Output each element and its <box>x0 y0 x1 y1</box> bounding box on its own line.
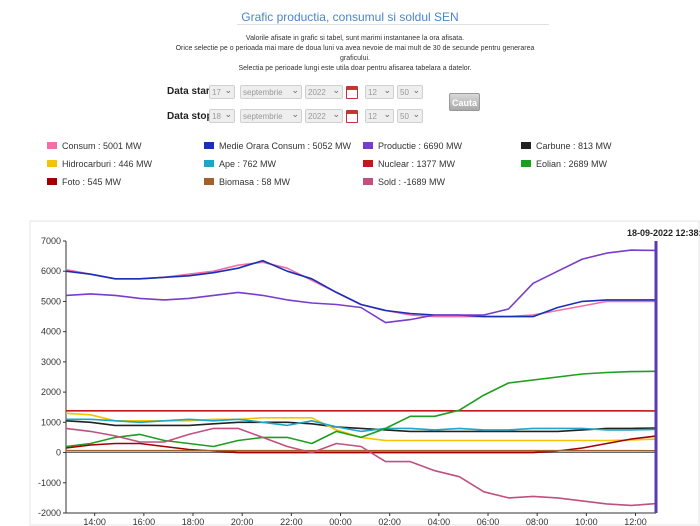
legend-label: Biomasa : 58 MW <box>219 177 291 187</box>
x-tick-label: 08:00 <box>526 517 549 526</box>
series-line-productie <box>65 249 657 324</box>
legend-swatch <box>47 142 57 149</box>
legend-item-foto[interactable]: Foto : 545 MW <box>47 177 121 187</box>
legend-item-sold[interactable]: Sold : -1689 MW <box>363 177 445 187</box>
title-divider <box>237 24 549 25</box>
stop-date-label: Data stop <box>167 111 213 122</box>
legend-label: Sold : -1689 MW <box>378 177 446 187</box>
search-button[interactable]: Cauta <box>449 93 480 111</box>
y-tick-label: -1000 <box>38 478 61 488</box>
series-line-medie-orara-consum <box>65 259 656 318</box>
y-tick-label: 1000 <box>41 417 61 427</box>
stop-hour-select[interactable]: 12 <box>365 107 394 123</box>
y-tick-label: 6000 <box>41 266 61 276</box>
series-line-eolian <box>65 370 657 448</box>
intro-line: Selectia pe perioade lungi este utila do… <box>238 65 472 72</box>
x-tick-label: 14:00 <box>83 517 106 526</box>
x-tick-label: 06:00 <box>477 517 500 526</box>
legend-swatch <box>521 142 531 149</box>
x-tick-label: 22:00 <box>280 517 303 526</box>
legend-swatch <box>363 160 373 167</box>
legend-item-consum[interactable]: Consum : 5001 MW <box>47 141 142 151</box>
y-tick-label: 7000 <box>41 236 61 246</box>
legend-label: Medie Orara Consum : 5052 MW <box>219 141 352 151</box>
y-tick-label: 3000 <box>41 357 61 367</box>
stop-minute-select[interactable]: 50 <box>397 107 423 123</box>
start-calendar-icon[interactable] <box>346 86 358 99</box>
legend-item-ape[interactable]: Ape : 762 MW <box>204 159 276 169</box>
start-hour-select[interactable]: 12 <box>365 83 394 99</box>
legend-label: Foto : 545 MW <box>62 177 122 187</box>
legend-label: Carbune : 813 MW <box>536 141 612 151</box>
y-tick-label: 2000 <box>41 387 61 397</box>
legend-swatch <box>363 142 373 149</box>
stop-calendar-icon[interactable] <box>346 110 358 123</box>
series-line-hidrocarburi <box>65 412 657 442</box>
legend-item-eolian[interactable]: Eolian : 2689 MW <box>521 159 607 169</box>
x-tick-label: 20:00 <box>231 517 254 526</box>
series-line-carbune <box>65 420 657 433</box>
start-date-label: Data start <box>167 86 214 97</box>
stop-day-select[interactable]: 18 <box>209 107 235 123</box>
legend-item-carbune[interactable]: Carbune : 813 MW <box>521 141 612 151</box>
legend-swatch <box>204 142 214 149</box>
legend-swatch <box>47 178 57 185</box>
chart-panel <box>29 220 700 526</box>
legend-item-medie-orara[interactable]: Medie Orara Consum : 5052 MW <box>204 141 351 151</box>
intro-line: Valorile afisate in grafic si tabel, sun… <box>245 35 465 42</box>
series-line-sold <box>65 427 657 507</box>
y-tick-label: -2000 <box>38 508 61 518</box>
legend-label: Eolian : 2689 MW <box>536 159 608 169</box>
start-month-select[interactable]: septembrie <box>240 83 302 99</box>
stop-year-select[interactable]: 2022 <box>305 107 343 123</box>
series-line-consum <box>65 261 656 318</box>
start-minute-select[interactable]: 50 <box>397 83 423 99</box>
legend-swatch <box>363 178 373 185</box>
series-line-ape <box>66 418 657 433</box>
page-title: Grafic productia, consumul si soldul SEN <box>241 10 459 24</box>
legend-item-productie[interactable]: Productie : 6690 MW <box>363 141 462 151</box>
chart-timestamp: 18-09-2022 12:38:3 <box>627 228 700 238</box>
legend-item-nuclear[interactable]: Nuclear : 1377 MW <box>363 159 455 169</box>
start-year-select[interactable]: 2022 <box>305 83 343 99</box>
intro-line: Orice selectie pe o perioada mai mare de… <box>175 45 535 52</box>
intro-line: graficului. <box>340 55 370 62</box>
legend-swatch <box>521 160 531 167</box>
legend-label: Productie : 6690 MW <box>378 141 463 151</box>
x-tick-label: 02:00 <box>378 517 401 526</box>
legend-label: Consum : 5001 MW <box>62 141 142 151</box>
legend-swatch <box>204 178 214 185</box>
intro-text: Valorile afisate in grafic si tabel, sun… <box>155 34 555 74</box>
x-tick-label: 00:00 <box>329 517 352 526</box>
x-tick-label: 16:00 <box>133 517 156 526</box>
y-tick-label: 0 <box>56 448 61 458</box>
legend-swatch <box>204 160 214 167</box>
x-tick-label: 04:00 <box>428 517 451 526</box>
x-tick-label: 10:00 <box>575 517 598 526</box>
stop-month-select[interactable]: septembrie <box>240 107 302 123</box>
x-tick-label: 12:00 <box>624 517 647 526</box>
legend-label: Hidrocarburi : 446 MW <box>62 159 153 169</box>
y-tick-label: 4000 <box>41 327 61 337</box>
legend-item-hidrocarburi[interactable]: Hidrocarburi : 446 MW <box>47 159 152 169</box>
legend-swatch <box>47 160 57 167</box>
y-tick-label: 5000 <box>41 296 61 306</box>
start-day-select[interactable]: 17 <box>209 83 235 99</box>
legend-label: Nuclear : 1377 MW <box>378 159 456 169</box>
legend-item-biomasa[interactable]: Biomasa : 58 MW <box>204 177 290 187</box>
legend-label: Ape : 762 MW <box>219 159 277 169</box>
x-tick-label: 18:00 <box>182 517 205 526</box>
